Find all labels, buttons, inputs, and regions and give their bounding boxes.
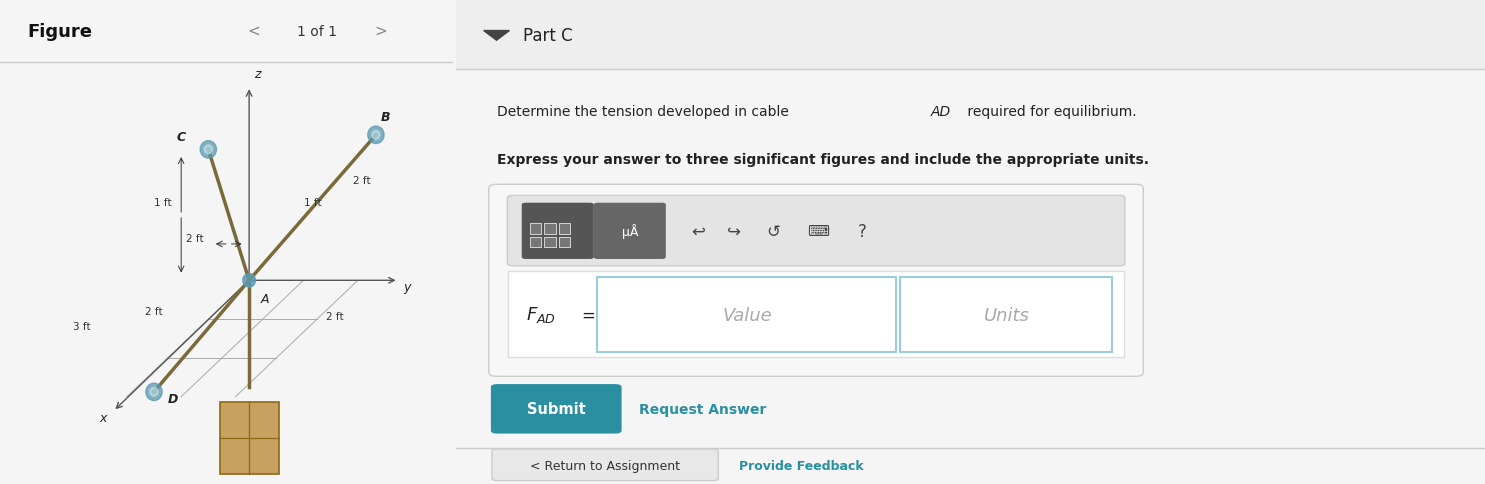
Text: A: A: [260, 292, 269, 305]
Text: ↪: ↪: [726, 222, 741, 241]
Circle shape: [146, 383, 162, 401]
Text: $F_{AD}$: $F_{AD}$: [526, 304, 555, 325]
Text: y: y: [402, 280, 410, 293]
Text: Units: Units: [983, 306, 1029, 324]
Text: required for equilibrium.: required for equilibrium.: [964, 105, 1138, 118]
FancyBboxPatch shape: [594, 203, 665, 259]
Text: Figure: Figure: [27, 22, 92, 41]
Text: μÅ: μÅ: [622, 224, 639, 239]
Text: < Return to Assignment: < Return to Assignment: [530, 459, 680, 471]
Text: ?: ?: [858, 222, 867, 241]
Text: z: z: [254, 67, 260, 80]
FancyBboxPatch shape: [492, 384, 622, 434]
Text: Provide Feedback: Provide Feedback: [740, 459, 863, 471]
FancyBboxPatch shape: [489, 185, 1143, 377]
Text: Part C: Part C: [523, 27, 572, 45]
Text: 1 ft: 1 ft: [154, 198, 172, 208]
FancyBboxPatch shape: [492, 449, 719, 481]
Circle shape: [150, 388, 157, 396]
Text: 1 ft: 1 ft: [304, 198, 321, 208]
Text: ↩: ↩: [691, 222, 705, 241]
Text: Request Answer: Request Answer: [639, 402, 766, 416]
Text: B: B: [380, 111, 391, 124]
Circle shape: [242, 274, 255, 287]
Circle shape: [205, 146, 212, 154]
Text: 2 ft: 2 ft: [353, 176, 371, 186]
Text: >: >: [374, 24, 386, 39]
FancyBboxPatch shape: [558, 224, 570, 234]
Text: Value: Value: [722, 306, 772, 324]
Text: 3 ft: 3 ft: [73, 321, 91, 331]
Text: Determine the tension developed in cable: Determine the tension developed in cable: [497, 105, 793, 118]
FancyBboxPatch shape: [545, 224, 555, 234]
FancyBboxPatch shape: [900, 278, 1112, 352]
Text: <: <: [248, 24, 260, 39]
FancyBboxPatch shape: [220, 402, 279, 474]
Text: D: D: [168, 392, 178, 405]
Text: Express your answer to three significant figures and include the appropriate uni: Express your answer to three significant…: [497, 153, 1149, 166]
FancyBboxPatch shape: [530, 237, 542, 248]
Text: 2 ft: 2 ft: [186, 234, 203, 244]
FancyBboxPatch shape: [521, 203, 594, 259]
FancyBboxPatch shape: [456, 0, 1485, 70]
FancyBboxPatch shape: [597, 278, 897, 352]
Text: AD: AD: [930, 105, 950, 118]
FancyBboxPatch shape: [508, 196, 1124, 266]
Text: 2 ft: 2 ft: [146, 307, 163, 317]
FancyBboxPatch shape: [558, 237, 570, 248]
Polygon shape: [484, 31, 509, 41]
Text: C: C: [177, 130, 186, 143]
Text: x: x: [99, 411, 107, 424]
Circle shape: [200, 141, 217, 159]
FancyBboxPatch shape: [508, 272, 1124, 358]
FancyBboxPatch shape: [545, 237, 555, 248]
Circle shape: [368, 127, 385, 144]
Text: 1 of 1: 1 of 1: [297, 25, 337, 38]
Circle shape: [371, 131, 380, 140]
Text: ⌨: ⌨: [808, 224, 829, 239]
Text: Submit: Submit: [527, 402, 585, 416]
Text: ↺: ↺: [766, 222, 780, 241]
Text: =: =: [582, 305, 595, 324]
FancyBboxPatch shape: [530, 224, 542, 234]
Text: 2 ft: 2 ft: [327, 312, 345, 321]
